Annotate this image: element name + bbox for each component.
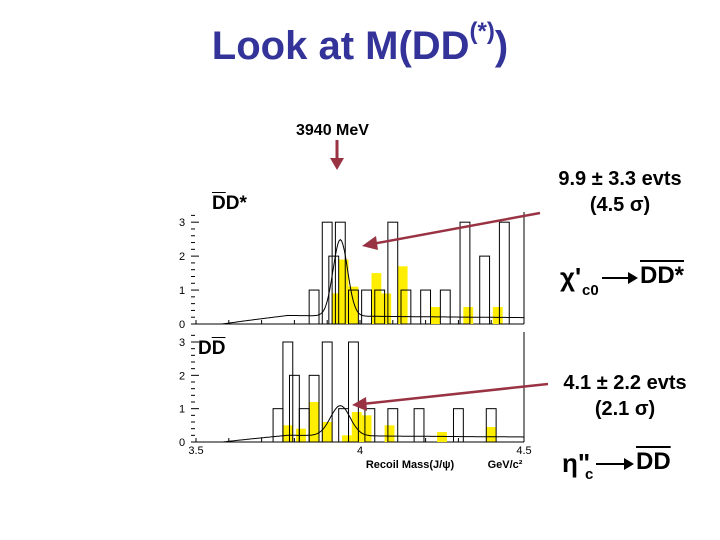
eta-decay-arrowhead bbox=[624, 458, 634, 470]
panel-0-data-bar-6 bbox=[334, 221, 346, 325]
panel-0-data-bar-14 bbox=[459, 221, 471, 325]
panel-0-data-bar-8 bbox=[361, 289, 372, 325]
panel-0-data-bar-11 bbox=[400, 289, 412, 325]
panel-1-shaded-bar-4 bbox=[341, 435, 352, 442]
chi-subscript: c0 bbox=[582, 282, 599, 299]
top-yield-arrow-head bbox=[362, 236, 378, 250]
panel-0-data-bar-10 bbox=[387, 221, 399, 325]
panel-1-shaded-bar-2 bbox=[309, 402, 319, 442]
panel-0-data-bar-9 bbox=[374, 289, 386, 325]
panel-0-shaded-bar-0 bbox=[332, 293, 342, 324]
panel-1-shaded-bar-5 bbox=[351, 412, 362, 442]
panel-0-shaded-bar-3 bbox=[371, 273, 382, 324]
panel-1-data-bar-8 bbox=[348, 341, 359, 443]
top-yield: 9.9 ± 3.3 evts bbox=[558, 168, 682, 190]
panel-0-ytick-label-1: 1 bbox=[179, 285, 185, 297]
panel-0-shaded-bar-7 bbox=[463, 307, 474, 324]
eta-symbol: η" bbox=[562, 448, 591, 478]
panel-0-shaded-bar-2 bbox=[348, 286, 359, 324]
panel-0-data-bar-3 bbox=[308, 289, 320, 325]
panel-0-data-bar-7 bbox=[348, 289, 359, 325]
panel-1-data-bar-9 bbox=[364, 408, 376, 443]
panel-0-ytick-label-2: 2 bbox=[179, 251, 185, 263]
panel-1-shaded-bar-7 bbox=[384, 425, 395, 442]
panel-1-ytick-label-1: 1 bbox=[179, 404, 185, 416]
bottom-yield-arrow-head bbox=[352, 397, 367, 411]
top-yield-box: 9.9 ± 3.3 evts (4.5 σ) bbox=[520, 166, 720, 218]
panel-1-data-bar-13 bbox=[485, 408, 497, 443]
slide-title: Look at M(DD(*)) bbox=[0, 18, 720, 69]
panel-0-data-bar-13 bbox=[439, 289, 451, 325]
title-superscript: (*) bbox=[469, 18, 495, 45]
bottom-yield: 4.1 ± 2.2 evts bbox=[563, 372, 687, 394]
panel-0-shaded-bar-8 bbox=[492, 307, 503, 324]
mass-marker-arrow-head bbox=[330, 158, 344, 170]
panel-0-ytick-label-0: 0 bbox=[179, 319, 185, 331]
eta-subscript: c bbox=[585, 466, 594, 483]
panel-1-data-bar-10 bbox=[387, 408, 399, 443]
panel-0-data-bar-12 bbox=[420, 289, 432, 325]
chi-symbol: χ' bbox=[560, 262, 582, 292]
xtick-label-4.5: 4.5 bbox=[516, 445, 531, 457]
title-main: Look at M(DD bbox=[211, 24, 470, 68]
top-yield-arrow-shaft bbox=[371, 211, 541, 246]
panel-0-shaded-bar-4 bbox=[381, 293, 392, 324]
panel-1-data-bar-2 bbox=[282, 341, 294, 443]
panel-0-shaded-bar-5 bbox=[397, 266, 408, 324]
bottom-yield-box: 4.1 ± 2.2 evts (2.1 σ) bbox=[530, 370, 720, 422]
panel-1-data-bar-5 bbox=[308, 374, 320, 443]
bottom-panel-label: DD bbox=[198, 338, 226, 359]
top-panel-label: DD* bbox=[212, 193, 247, 214]
title-end: ) bbox=[494, 24, 509, 68]
panel-0-fit-curve bbox=[222, 238, 524, 325]
panel-1-shaded-bar-9 bbox=[486, 427, 497, 442]
chi-decay-arrowhead bbox=[628, 272, 638, 284]
mass-marker-label: 3940 MeV bbox=[296, 122, 369, 139]
panel-1-data-bar-12 bbox=[452, 408, 464, 443]
x-axis-label: Recoil Mass(J/ψ) bbox=[366, 459, 455, 471]
panel-0-data-bar-4 bbox=[321, 221, 333, 325]
panel-1-data-bar-11 bbox=[413, 408, 425, 443]
panel-1-ytick-label-2: 2 bbox=[179, 370, 185, 382]
xtick-label-4: 4 bbox=[357, 445, 363, 457]
x-axis-unit: GeV/c² bbox=[488, 459, 523, 471]
panel-0-data-bar-16 bbox=[498, 221, 510, 325]
panel-0-data-bar-15 bbox=[479, 255, 491, 325]
bottom-yield-arrow-shaft bbox=[361, 382, 549, 406]
panel-1-shaded-bar-6 bbox=[361, 415, 372, 442]
panel-1-fit-curve bbox=[222, 405, 524, 443]
panel-1-ytick-label-3: 3 bbox=[179, 337, 185, 349]
chi-products: DD* bbox=[640, 262, 685, 289]
panel-1-data-bar-6 bbox=[321, 341, 333, 443]
bottom-significance: (2.1 σ) bbox=[594, 398, 656, 420]
eta-products: DD bbox=[636, 448, 671, 475]
panel-0-shaded-bar-6 bbox=[430, 307, 441, 324]
panel-1-shaded-bar-0 bbox=[282, 425, 293, 442]
panel-0-data-bar-5 bbox=[328, 255, 340, 325]
top-significance: (4.5 σ) bbox=[589, 194, 651, 216]
histogram-panels: 0 1 2 3 0 1 2 3 3.5 4 4.5 Recoil Mass(J/ψ) GeV/c² bbox=[179, 212, 532, 471]
panel-1-shaded-bar-3 bbox=[322, 422, 333, 442]
panel-1-shaded-bar-8 bbox=[437, 432, 447, 442]
panel-0-ytick-label-3: 3 bbox=[179, 217, 185, 229]
panel-1-ytick-label-0: 0 bbox=[179, 437, 185, 449]
xtick-label-3.5: 3.5 bbox=[188, 445, 203, 457]
panel-0-shaded-bar-1 bbox=[338, 259, 349, 324]
